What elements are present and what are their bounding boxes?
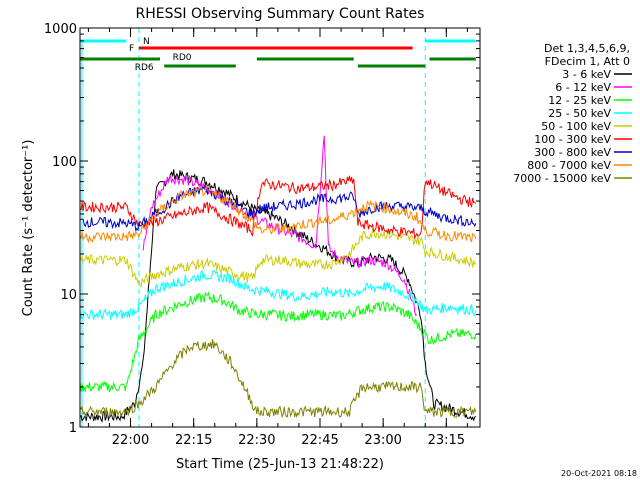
- y-tick-label: 1: [69, 421, 77, 436]
- footer-timestamp: 20-Oct-2021 08:18: [561, 469, 637, 478]
- x-tick-label: 22:30: [238, 433, 275, 448]
- legend-entry-label: 800 - 7000 keV: [527, 159, 611, 172]
- x-tick-label: 22:00: [112, 433, 149, 448]
- series-line-0: [80, 169, 477, 423]
- legend-header: Det 1,3,4,5,6,9,: [544, 42, 630, 55]
- legend-entry-label: 12 - 25 keV: [548, 94, 611, 107]
- series-line-7: [80, 184, 477, 244]
- legend-entry-label: 7000 - 15000 keV: [513, 172, 611, 185]
- plot-frame: [79, 27, 481, 428]
- x-tick-label: 23:00: [364, 433, 401, 448]
- legend-entry-label: 100 - 300 keV: [534, 133, 611, 146]
- legend-entry-label: 25 - 50 keV: [548, 107, 611, 120]
- series-line-3: [80, 269, 477, 321]
- y-tick-label: 100: [52, 155, 77, 170]
- legend-entry-label: 6 - 12 keV: [555, 81, 611, 94]
- legend-header: FDecim 1, Att 0: [545, 55, 630, 68]
- chart-title: RHESSI Observing Summary Count Rates: [136, 6, 425, 22]
- series-line-8: [80, 339, 477, 419]
- legend-entry-label: 50 - 100 keV: [541, 120, 611, 133]
- annotation-label: N: [143, 37, 150, 47]
- legend-entry-label: 300 - 800 keV: [534, 146, 611, 159]
- x-axis-label: Start Time (25-Jun-13 21:48:22): [176, 457, 384, 472]
- series-line-4: [80, 228, 477, 288]
- y-axis-label: Count Rate (s⁻¹ detector⁻¹): [21, 140, 36, 317]
- annotation-label: RD6: [135, 63, 154, 73]
- series-line-2: [80, 291, 477, 394]
- y-tick-label: 1000: [44, 22, 77, 37]
- x-tick-label: 22:45: [301, 433, 338, 448]
- series-line-6: [80, 184, 477, 233]
- x-tick-label: 22:15: [175, 433, 212, 448]
- legend-entry-label: 3 - 6 keV: [562, 68, 611, 81]
- annotation-label: F: [129, 44, 134, 54]
- y-tick-label: 10: [60, 288, 77, 303]
- x-tick-label: 23:15: [428, 433, 465, 448]
- annotation-label: RD0: [173, 53, 192, 63]
